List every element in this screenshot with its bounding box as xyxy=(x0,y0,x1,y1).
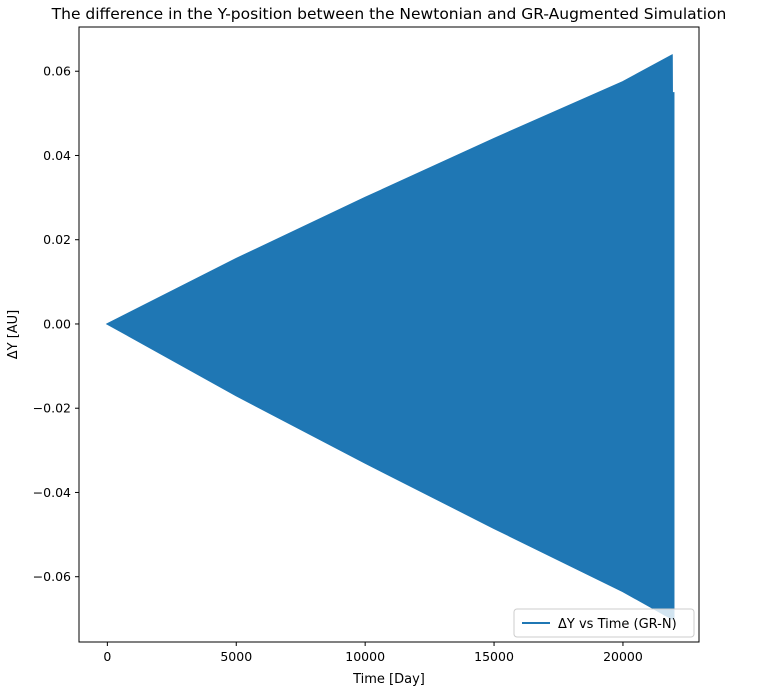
x-tick-label: 0 xyxy=(103,649,111,664)
legend: ΔY vs Time (GR-N) xyxy=(513,608,695,638)
y-tick-label: 0.06 xyxy=(43,64,71,79)
y-tick-label: 0.02 xyxy=(43,232,71,247)
x-axis: 0 5000 10000 15000 20000 xyxy=(103,642,643,664)
x-tick-label: 20000 xyxy=(603,649,643,664)
x-tick-label: 15000 xyxy=(474,649,514,664)
y-tick-label: −0.02 xyxy=(33,401,71,416)
x-tick-label: 10000 xyxy=(345,649,385,664)
x-tick-label: 5000 xyxy=(220,649,252,664)
y-tick-label: 0.04 xyxy=(43,148,71,163)
legend-label: ΔY vs Time (GR-N) xyxy=(558,617,677,632)
legend-box xyxy=(513,608,695,638)
y-tick-label: −0.06 xyxy=(33,569,71,584)
plot-area xyxy=(105,53,675,621)
y-axis: −0.06 −0.04 −0.02 0.00 0.02 0.04 0.06 xyxy=(33,64,79,584)
y-tick-label: 0.00 xyxy=(43,316,71,331)
y-axis-label: ΔY [AU] xyxy=(6,310,21,360)
axes-frame xyxy=(78,26,700,643)
series-envelope xyxy=(105,53,673,621)
y-tick-label: −0.04 xyxy=(33,485,71,500)
chart-title: The difference in the Y-position between… xyxy=(51,5,727,23)
x-axis-label: Time [Day] xyxy=(352,672,425,687)
series-tail xyxy=(670,55,675,619)
